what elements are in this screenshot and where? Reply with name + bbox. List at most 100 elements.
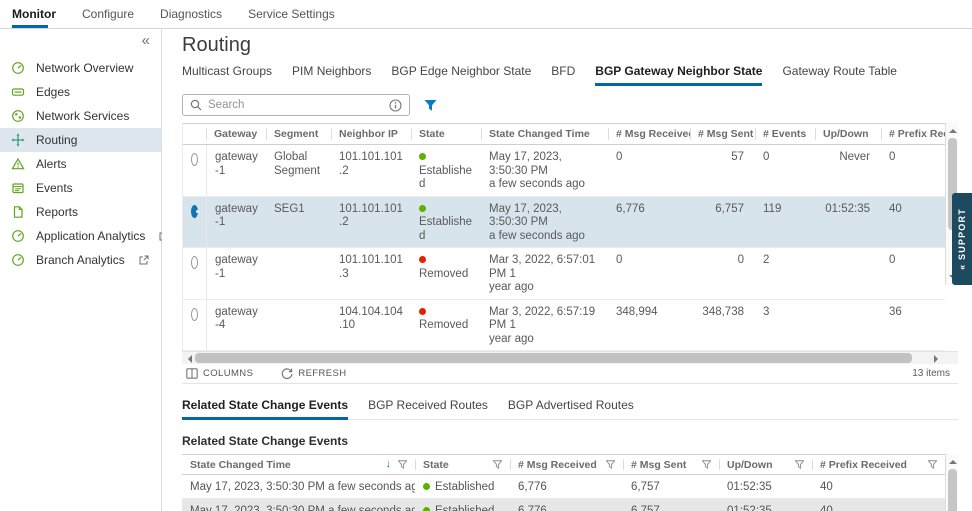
horizontal-scroll-thumb[interactable] [195, 353, 912, 363]
tab-gateway-route-table[interactable]: Gateway Route Table [782, 64, 897, 78]
tab-pim-neighbors[interactable]: PIM Neighbors [292, 64, 372, 78]
tab-bfd[interactable]: BFD [551, 64, 576, 78]
scroll-up-arrow[interactable] [948, 125, 957, 133]
col-header-state[interactable]: State [411, 124, 481, 144]
detail-vertical-scroll-thumb[interactable] [948, 469, 957, 511]
col-header-state-changed-time[interactable]: State Changed Time [481, 124, 608, 144]
cell-neighbor-ip: 101.101.101.2 [339, 202, 403, 229]
detail-section-title: Related State Change Events [182, 434, 349, 448]
columns-button[interactable]: COLUMNS [186, 368, 253, 379]
table-row-selected[interactable]: gateway-1 SEG1 101.101.101.2 Established… [183, 196, 945, 248]
col-header-msg-sent[interactable]: # Msg Sent [690, 124, 755, 144]
column-filter-icon[interactable] [702, 460, 711, 469]
cell-state: Removed [411, 300, 481, 351]
table-row[interactable]: gateway-1 101.101.101.3 Removed Mar 3, 2… [183, 248, 945, 300]
info-icon[interactable] [389, 98, 402, 112]
col-header-prefix-received[interactable]: # Prefix Received [812, 455, 945, 474]
nav-configure[interactable]: Configure [82, 7, 135, 21]
cell-msg-received: 6,776 [616, 202, 645, 215]
col-header-msg-sent[interactable]: # Msg Sent [623, 455, 719, 474]
nav-diagnostics[interactable]: Diagnostics [160, 7, 223, 21]
row-radio[interactable] [191, 256, 198, 269]
column-filter-icon[interactable] [795, 460, 804, 469]
scroll-right-arrow[interactable] [934, 354, 942, 363]
refresh-icon [282, 367, 293, 379]
cell-segment [266, 300, 331, 351]
cell-msg-received: 6,776 [518, 480, 547, 493]
tab-bgp-gateway-neighbor-state[interactable]: BGP Gateway Neighbor State [595, 64, 763, 86]
cell-msg-received: 6,776 [518, 504, 547, 511]
col-header-prefix-received[interactable]: # Prefix Received [881, 124, 945, 144]
nav-service-settings[interactable]: Service Settings [248, 7, 335, 21]
bgp-gateway-neighbor-grid: Gateway Segment Neighbor IP State State … [182, 123, 958, 384]
sidebar-item-alerts[interactable]: Alerts [0, 152, 161, 176]
sidebar-item-events[interactable]: Events [0, 176, 161, 200]
row-radio[interactable] [191, 307, 198, 321]
cell-msg-sent: 348,738 [702, 305, 744, 318]
cell-state: Established [415, 481, 510, 493]
col-header-gateway[interactable]: Gateway [206, 124, 266, 144]
tab-related-state-change-events[interactable]: Related State Change Events [182, 398, 349, 420]
tab-bgp-edge-neighbor-state[interactable]: BGP Edge Neighbor State [391, 64, 532, 78]
scroll-up-arrow[interactable] [948, 456, 957, 464]
col-header-events[interactable]: # Events [755, 124, 815, 144]
sidebar-item-application-analytics[interactable]: Application Analytics [0, 224, 169, 248]
column-filter-icon[interactable] [928, 460, 937, 469]
col-header-state[interactable]: State [415, 455, 510, 474]
row-radio[interactable] [191, 153, 198, 166]
cell-prefix-received: 0 [889, 151, 896, 163]
cell-up-down: 01:52:35 [727, 504, 772, 511]
search-box[interactable] [182, 94, 410, 116]
detail-vertical-scrollbar[interactable] [945, 454, 958, 511]
col-header-state-changed-time[interactable]: State Changed Time ↓ [182, 455, 415, 474]
detail-tabs: Related State Change Events BGP Received… [182, 398, 958, 420]
col-header-msg-received[interactable]: # Msg Received [608, 124, 690, 144]
tab-bgp-advertised-routes[interactable]: BGP Advertised Routes [507, 398, 634, 412]
cell-segment [266, 248, 331, 299]
col-header-segment[interactable]: Segment [266, 124, 331, 144]
sidebar-item-routing[interactable]: Routing [0, 128, 161, 152]
detail-row[interactable]: May 17, 2023, 3:50:30 PM a few seconds a… [182, 499, 945, 511]
state-dot-green [419, 153, 426, 160]
col-header-msg-received[interactable]: # Msg Received [510, 455, 623, 474]
vertical-scroll-thumb[interactable] [948, 138, 957, 230]
cell-up-down: 01:52:35 [727, 480, 772, 493]
row-radio-selected[interactable] [191, 204, 199, 218]
col-header-up-down[interactable]: Up/Down [719, 455, 812, 474]
refresh-button-label: REFRESH [298, 368, 347, 379]
nav-monitor[interactable]: Monitor [12, 0, 69, 28]
column-filter-icon[interactable] [493, 460, 502, 469]
sidebar-collapse-icon[interactable]: « [141, 32, 150, 49]
cell-msg-sent: 6,757 [715, 202, 744, 215]
scroll-left-arrow[interactable] [184, 354, 192, 363]
table-row[interactable]: gateway-4 104.104.104.10 Removed Mar 3, … [183, 299, 945, 351]
search-input[interactable] [208, 99, 383, 111]
state-dot-red [419, 256, 426, 263]
sidebar-item-network-overview[interactable]: Network Overview [0, 56, 161, 80]
table-row[interactable]: gateway-1 Global Segment 101.101.101.2 E… [183, 145, 945, 197]
col-header-neighbor-ip[interactable]: Neighbor IP [331, 124, 411, 144]
alert-triangle-icon [11, 157, 25, 170]
col-header-up-down[interactable]: Up/Down [815, 124, 881, 144]
horizontal-scrollbar[interactable] [182, 351, 958, 364]
detail-row[interactable]: May 17, 2023, 3:50:30 PM a few seconds a… [182, 475, 945, 499]
sort-desc-icon[interactable]: ↓ [385, 458, 392, 470]
cell-state: Established [411, 145, 481, 196]
column-filter-icon[interactable] [398, 460, 407, 469]
refresh-button[interactable]: REFRESH [281, 367, 347, 380]
filter-button[interactable] [424, 99, 437, 112]
column-filter-icon[interactable] [606, 460, 615, 469]
support-tab[interactable]: « SUPPORT [952, 193, 972, 285]
cell-events: 0 [763, 151, 770, 163]
tab-bgp-received-routes[interactable]: BGP Received Routes [368, 398, 488, 412]
external-link-icon [139, 255, 149, 265]
cell-time: May 17, 2023, 3:50:30 PM a few seconds a… [190, 480, 415, 493]
sidebar-item-reports[interactable]: Reports [0, 200, 161, 224]
sidebar-item-network-services[interactable]: Network Services [0, 104, 161, 128]
cell-prefix-received: 36 [889, 305, 902, 318]
sidebar-item-edges[interactable]: Edges [0, 80, 161, 104]
sidebar-item-branch-analytics[interactable]: Branch Analytics [0, 248, 161, 272]
grid-footer: COLUMNS REFRESH 13 items [182, 364, 958, 384]
tab-multicast-groups[interactable]: Multicast Groups [182, 64, 273, 78]
cell-time: Mar 3, 2022, 6:57:01 PM 1 year ago [489, 254, 596, 293]
